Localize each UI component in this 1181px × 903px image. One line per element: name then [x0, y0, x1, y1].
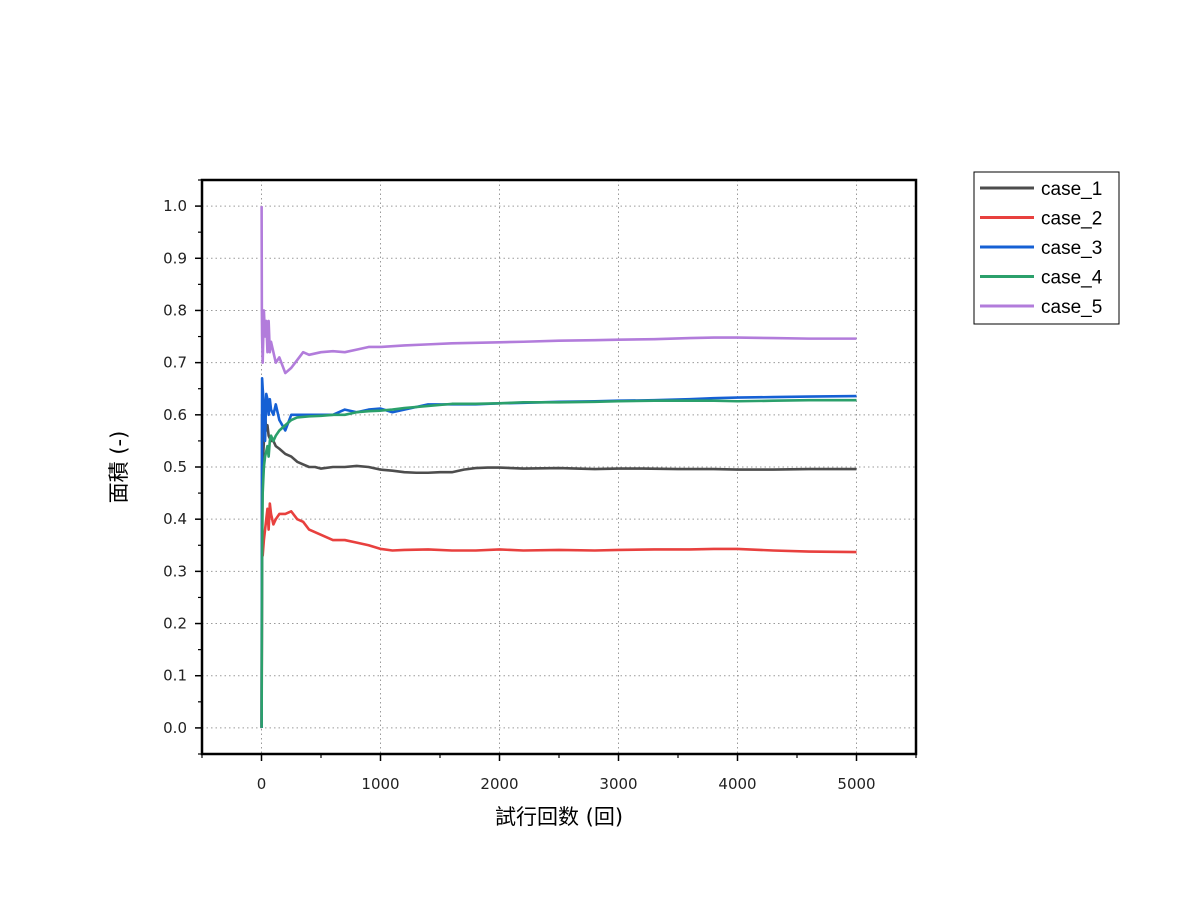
y-tick-label: 0.7 [163, 354, 187, 372]
legend-label-case_3: case_3 [1041, 238, 1102, 259]
grid-lines [202, 180, 916, 754]
y-tick-label: 0.9 [163, 249, 187, 267]
series-line-case_2 [260, 502, 857, 728]
y-axis-ticks: 0.0 0.1 0.2 0.3 0.4 0.5 0.6 0.7 0.8 0.9 1.0 [163, 179, 202, 755]
x-tick-label: 5000 [837, 775, 875, 793]
series-line-case_5 [260, 206, 857, 375]
series-line-case_4 [260, 398, 857, 728]
legend-label-case_4: case_4 [1041, 268, 1103, 289]
x-tick-label: 0 [257, 775, 267, 793]
legend-label-case_1: case_1 [1041, 179, 1102, 200]
y-tick-label: 0.4 [163, 510, 187, 528]
y-axis-title: 面積 (-) [107, 431, 131, 504]
legend-label-case_2: case_2 [1041, 209, 1102, 230]
x-tick-label: 4000 [718, 775, 756, 793]
y-tick-label: 0.2 [163, 615, 187, 633]
x-tick-label: 3000 [599, 775, 637, 793]
y-tick-label: 0.8 [163, 301, 187, 319]
y-tick-label: 0.3 [163, 562, 187, 580]
x-axis-ticks: 0 1000 2000 3000 4000 5000 [201, 754, 917, 793]
x-axis-title: 試行回数 (回) [495, 805, 623, 829]
y-tick-label: 0.0 [163, 719, 187, 737]
y-tick-label: 0.6 [163, 406, 187, 424]
y-tick-label: 0.5 [163, 458, 187, 476]
y-tick-label: 0.1 [163, 667, 187, 685]
x-tick-label: 2000 [480, 775, 518, 793]
x-tick-label: 1000 [361, 775, 399, 793]
series-lines [260, 206, 857, 728]
legend-label-case_5: case_5 [1041, 297, 1102, 318]
y-tick-label: 1.0 [163, 197, 187, 215]
legend: case_1 case_2 case_3 case_4 case_5 [973, 171, 1120, 325]
